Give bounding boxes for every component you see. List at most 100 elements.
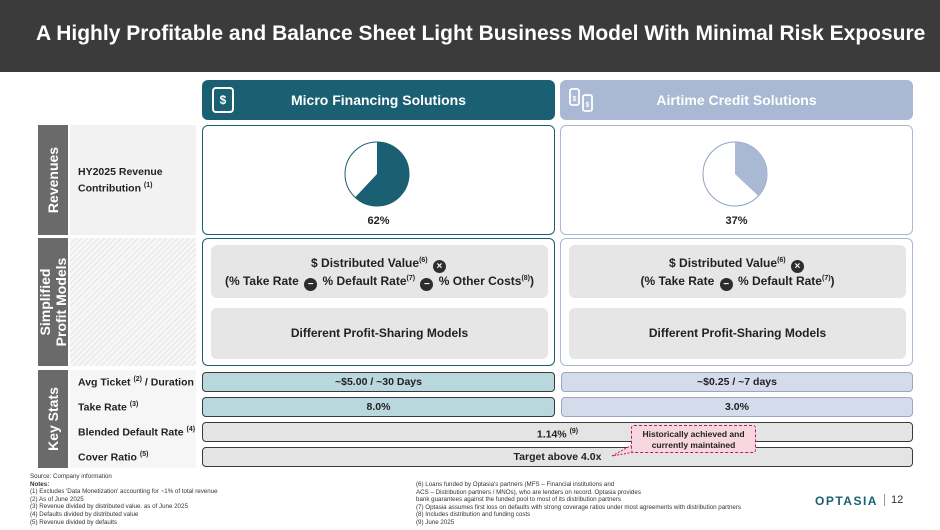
- header-airtime-credit-label: Airtime Credit Solutions: [656, 92, 817, 108]
- footnotes-left: Source: Company information Notes: (1) E…: [30, 473, 218, 526]
- pie-slice-mfs: [355, 142, 409, 206]
- formula-dv-sup-acs: (6): [777, 257, 786, 264]
- section-profit-models-label: Simplified Profit Models: [37, 258, 69, 347]
- cover-ratio-all: Target above 4.0x: [202, 447, 913, 467]
- revenue-row-label-sup: (1): [143, 182, 153, 189]
- key-stats-label-box: [70, 370, 196, 468]
- footnote-2: (2) As of June 2025: [30, 495, 84, 503]
- callout-line2: currently maintained: [651, 440, 736, 450]
- revenue-pct-mfs: 62%: [367, 215, 390, 227]
- formula-line2-acs: (% Take Rate − % Default Rate(7)): [569, 274, 906, 291]
- page-number: 12: [884, 494, 903, 506]
- revenue-card-acs: 37%: [560, 125, 913, 235]
- formula-dr-sup-acs: (7): [821, 275, 831, 282]
- footnote-9: (9) June 2025: [416, 518, 455, 526]
- revenue-row-label-text: HY2025 Revenue Contribution: [78, 166, 163, 195]
- stat-label-default-rate-text: Blended Default Rate: [78, 426, 184, 439]
- section-revenues: Revenues: [38, 125, 68, 235]
- take-rate-mfs: 8.0%: [202, 397, 555, 417]
- section-key-stats: Key Stats: [38, 370, 68, 468]
- phone-transfer-icon: $ $: [569, 88, 593, 112]
- footnote-4: (4) Defaults divided by distributed valu…: [30, 510, 139, 518]
- footnote-3: (3) Revenue divided by distributed value…: [30, 503, 188, 511]
- footnote-8: (8) Includes distribution and funding co…: [416, 511, 531, 519]
- revenue-card-mfs: 62%: [202, 125, 555, 235]
- stat-label-take-rate: Take Rate (3): [78, 401, 138, 414]
- revenue-pie-acs: [702, 141, 768, 207]
- header-micro-financing: $ Micro Financing Solutions: [202, 80, 555, 120]
- stat-label-take-rate-text: Take Rate: [78, 401, 127, 414]
- optasia-logo: OPTASIA: [815, 494, 878, 508]
- section-revenues-label: Revenues: [45, 146, 61, 214]
- formula-box-mfs: $ Distributed Value(6) × (% Take Rate − …: [211, 245, 548, 298]
- avg-ticket-acs: ~$0.25 / ~7 days: [561, 372, 913, 392]
- formula-line1-mfs: $ Distributed Value(6) ×: [211, 256, 548, 273]
- profit-model-card-mfs: $ Distributed Value(6) × (% Take Rate − …: [202, 238, 555, 366]
- profit-sharing-box-mfs: Different Profit-Sharing Models: [211, 308, 548, 359]
- section-key-stats-label: Key Stats: [45, 387, 61, 451]
- formula-take-rate-mfs: (% Take Rate: [224, 274, 299, 288]
- formula-oc-sup-mfs: (8): [521, 275, 531, 282]
- page-title: A Highly Profitable and Balance Sheet Li…: [36, 22, 926, 45]
- formula-line2-mfs: (% Take Rate − % Default Rate(7) − % Oth…: [211, 274, 548, 291]
- footnotes-right: (6) Loans funded by Optasia's partners (…: [416, 481, 741, 527]
- formula-default-rate-acs: % Default Rate: [737, 274, 822, 288]
- svg-text:$: $: [586, 102, 590, 109]
- formula-dr-sup-mfs: (7): [406, 275, 416, 282]
- stat-label-default-rate-sup: (4): [186, 426, 196, 433]
- minus-icon: −: [719, 278, 733, 291]
- stat-label-cover-ratio-sup: (5): [139, 451, 149, 458]
- header-airtime-credit: $ $ Airtime Credit Solutions: [560, 80, 913, 120]
- footnote-1: (1) Excludes 'Data Monetization' account…: [30, 488, 218, 496]
- avg-ticket-mfs: ~$5.00 / ~30 Days: [202, 372, 555, 392]
- callout-line1: Historically achieved and: [642, 429, 745, 439]
- callout-pointer: [611, 444, 635, 457]
- minus-icon: −: [304, 278, 318, 291]
- footnote-6: (6) Loans funded by Optasia's partners (…: [416, 481, 615, 488]
- formula-default-rate-mfs: % Default Rate: [322, 274, 407, 288]
- footnote-notes-heading: Notes:: [30, 480, 50, 488]
- footnote-7: (7) Optasia assumes first loss on defaul…: [416, 503, 741, 511]
- title-bar: A Highly Profitable and Balance Sheet Li…: [0, 0, 940, 72]
- stat-label-take-rate-sup: (3): [129, 401, 139, 408]
- footnote-source: Source: Company information: [30, 473, 112, 480]
- formula-dv-sup-mfs: (6): [419, 257, 428, 264]
- formula-dv-mfs: $ Distributed Value: [311, 256, 420, 270]
- revenue-label-box: HY2025 Revenue Contribution (1): [70, 125, 196, 235]
- profit-model-card-acs: $ Distributed Value(6) × (% Take Rate − …: [560, 238, 913, 366]
- default-rate-all: 1.14% (9): [202, 422, 913, 442]
- formula-take-rate-acs: (% Take Rate: [640, 274, 715, 288]
- revenue-pct-acs: 37%: [725, 215, 748, 227]
- stat-label-avg-ticket-sup: (2): [133, 376, 143, 383]
- profit-models-label-box: [70, 238, 196, 366]
- default-rate-value: 1.14%: [536, 428, 567, 441]
- header-micro-financing-label: Micro Financing Solutions: [291, 92, 466, 108]
- formula-line1-acs: $ Distributed Value(6) ×: [569, 256, 906, 273]
- formula-other-costs-mfs: % Other Costs: [438, 274, 522, 288]
- section-profit-models-line2: Profit Models: [53, 257, 69, 347]
- stat-label-avg-ticket-suffix: / Duration: [142, 376, 194, 389]
- footnote-5: (5) Revenue divided by defaults: [30, 518, 118, 526]
- pie-slice-acs: [735, 142, 768, 196]
- stat-label-avg-ticket: Avg Ticket (2) / Duration: [78, 376, 194, 389]
- section-profit-models-line1: Simplified: [37, 268, 53, 336]
- formula-close-acs: ): [830, 274, 835, 288]
- revenue-pie-mfs: [344, 141, 410, 207]
- formula-dv-acs: $ Distributed Value: [669, 256, 778, 270]
- formula-box-acs: $ Distributed Value(6) × (% Take Rate − …: [569, 245, 906, 298]
- profit-sharing-box-acs: Different Profit-Sharing Models: [569, 308, 906, 359]
- take-rate-acs: 3.0%: [561, 397, 913, 417]
- footnote-6-cont2: bank guarantees against the funded pool …: [416, 496, 622, 504]
- footnote-6-cont1: ACS – Distribution partners / MNOs), who…: [416, 488, 641, 496]
- stat-label-cover-ratio-text: Cover Ratio: [78, 451, 137, 464]
- stat-label-cover-ratio: Cover Ratio (5): [78, 451, 148, 464]
- default-rate-value-sup: (9): [569, 428, 579, 435]
- svg-text:$: $: [220, 93, 227, 107]
- stat-label-avg-ticket-text: Avg Ticket: [78, 376, 131, 389]
- multiply-icon: ×: [790, 260, 804, 273]
- multiply-icon: ×: [432, 260, 446, 273]
- svg-text:$: $: [573, 96, 577, 103]
- default-rate-callout: Historically achieved and currently main…: [631, 425, 756, 453]
- formula-close-mfs: ): [530, 274, 535, 288]
- revenue-row-label: HY2025 Revenue Contribution (1): [78, 165, 188, 196]
